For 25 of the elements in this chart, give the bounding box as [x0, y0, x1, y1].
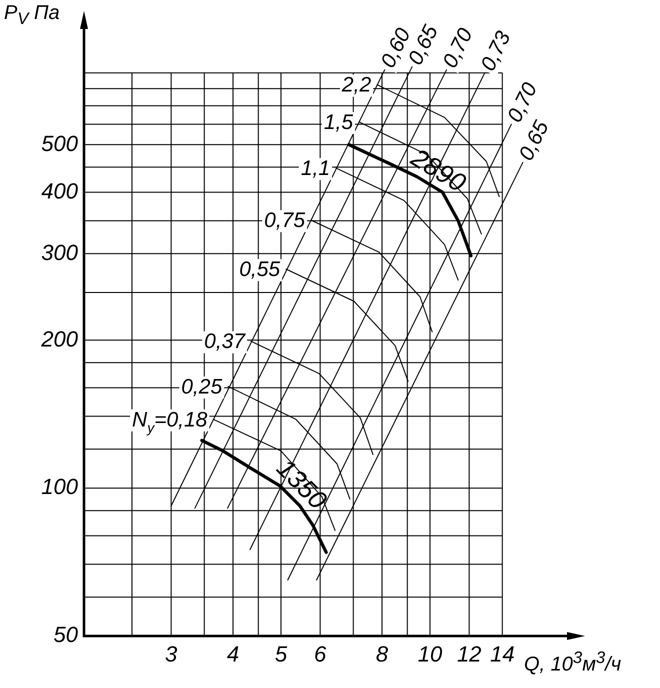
y-tick-label: 200 — [40, 326, 79, 352]
x-tick-label: 10 — [418, 641, 443, 666]
y-tick-label: 100 — [41, 474, 79, 500]
x-tick-label: 4 — [226, 641, 240, 666]
y-tick-label: 500 — [41, 130, 79, 156]
annotation: 2,2 — [340, 74, 372, 97]
annotation: 1,5 — [324, 110, 354, 134]
y-axis-title: P$_{V}$ Па — [4, 2, 60, 29]
annotation: 0,70 — [438, 24, 478, 72]
x-tick-label: 14 — [490, 641, 515, 666]
y-tick-label: 400 — [41, 178, 79, 204]
annotation: 0,55 — [239, 258, 280, 282]
annotation: 0,75 — [264, 209, 306, 232]
annotation: 0,37 — [204, 330, 246, 354]
x-tick-label: 12 — [456, 641, 482, 666]
x-tick-label: 5 — [274, 641, 288, 666]
x-tick-label: 6 — [314, 641, 328, 666]
annotation: 0,73 — [476, 27, 516, 75]
x-tick-label: 3 — [165, 641, 178, 666]
x-tick-label: 8 — [376, 641, 389, 666]
y-tick-label: 300 — [41, 240, 79, 265]
annotation: 0,25 — [181, 375, 222, 398]
annotation: 1,1 — [300, 157, 330, 180]
x-axis-title: Q, 10$^{3}$м$^{3}$/ч — [524, 648, 622, 677]
y-tick-label: 50 — [54, 622, 79, 648]
